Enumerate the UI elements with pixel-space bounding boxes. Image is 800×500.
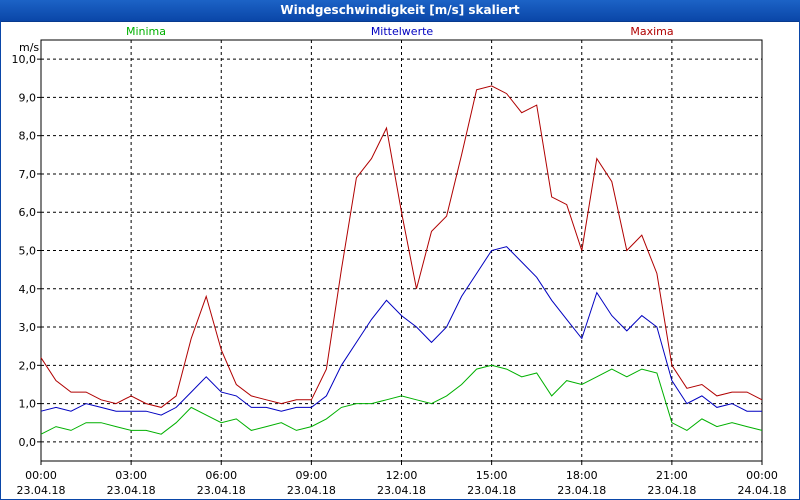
series-line-maxima xyxy=(40,85,763,408)
x-tick-time: 21:00 xyxy=(656,469,688,482)
x-tick-time: 18:00 xyxy=(566,469,598,482)
y-axis-label: m/s xyxy=(19,41,39,54)
x-tick-date: 23.04.18 xyxy=(287,484,336,497)
x-tick-time: 03:00 xyxy=(115,469,147,482)
x-tick-date: 24.04.18 xyxy=(738,484,787,497)
y-tick-label: 3,0 xyxy=(19,321,37,334)
legend-minima: Minima xyxy=(126,25,166,38)
y-tick-label: 2,0 xyxy=(19,359,37,372)
x-tick-date: 23.04.18 xyxy=(647,484,696,497)
x-tick-time: 09:00 xyxy=(296,469,328,482)
x-tick-date: 23.04.18 xyxy=(17,484,66,497)
x-tick-time: 00:00 xyxy=(746,469,778,482)
x-tick-time: 06:00 xyxy=(205,469,237,482)
x-tick-date: 23.04.18 xyxy=(557,484,606,497)
y-tick-label: 4,0 xyxy=(19,283,37,296)
y-tick-label: 9,0 xyxy=(19,91,37,104)
series-line-mittelwerte xyxy=(40,246,762,416)
series-line-minima xyxy=(40,364,763,435)
legend-mittelwerte: Mittelwerte xyxy=(371,25,434,38)
chart-title: Windgeschwindigkeit [m/s] skaliert xyxy=(0,0,800,22)
legend-maxima: Maxima xyxy=(630,25,673,38)
x-tick-date: 23.04.18 xyxy=(467,484,516,497)
y-tick-label: 8,0 xyxy=(19,130,37,143)
x-tick-date: 23.04.18 xyxy=(377,484,426,497)
y-tick-label: 0,0 xyxy=(19,436,37,449)
x-tick-time: 15:00 xyxy=(476,469,508,482)
chart-frame: 0,0 1,0 2,0 3,0 4,0 5,0 6,0 7,0 8,0 9,0 10,0 m/s 00:… xyxy=(0,21,800,500)
y-tick-label: 1,0 xyxy=(19,398,37,411)
x-tick-time: 00:00 xyxy=(25,469,57,482)
x-tick-time: 12:00 xyxy=(386,469,418,482)
y-tick-label: 6,0 xyxy=(19,206,37,219)
x-tick-date: 23.04.18 xyxy=(197,484,246,497)
y-tick-label: 10,0 xyxy=(12,53,37,66)
wind-speed-chart: 0,0 1,0 2,0 3,0 4,0 5,0 6,0 7,0 8,0 9,0 10,0m/s 00:… xyxy=(12,25,787,497)
y-tick-label: 5,0 xyxy=(19,245,37,258)
y-tick-label: 7,0 xyxy=(19,168,37,181)
x-tick-date: 23.04.18 xyxy=(107,484,156,497)
